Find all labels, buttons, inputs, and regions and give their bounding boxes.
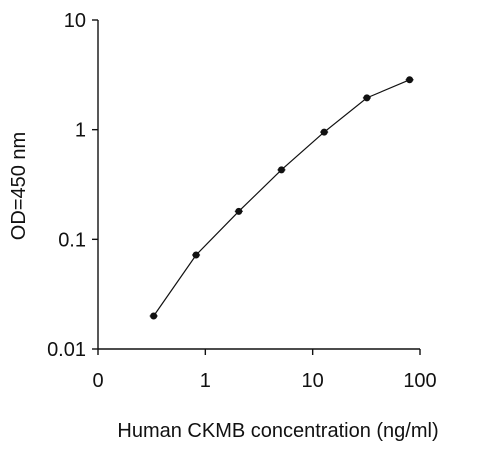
y-tick-label: 0.1 <box>58 229 86 251</box>
data-point <box>277 166 285 174</box>
series-line <box>153 79 410 317</box>
x-tick-label: 0 <box>92 370 103 392</box>
y-tick-label: 10 <box>64 10 86 32</box>
y-tick-label: 0.01 <box>47 339 86 361</box>
x-tick-label: 10 <box>302 370 324 392</box>
x-axis-title: Human CKMB concentration (ng/ml) <box>117 420 438 442</box>
data-point <box>406 76 414 84</box>
data-point <box>150 312 158 320</box>
data-point <box>235 207 243 215</box>
x-tick-label: 1 <box>200 370 211 392</box>
y-axis-title: OD=450 nm <box>8 132 30 240</box>
data-point <box>192 251 200 259</box>
x-tick-label: 100 <box>403 370 436 392</box>
data-point <box>363 94 371 102</box>
data-point <box>320 128 328 136</box>
y-tick-label: 1 <box>75 120 86 142</box>
